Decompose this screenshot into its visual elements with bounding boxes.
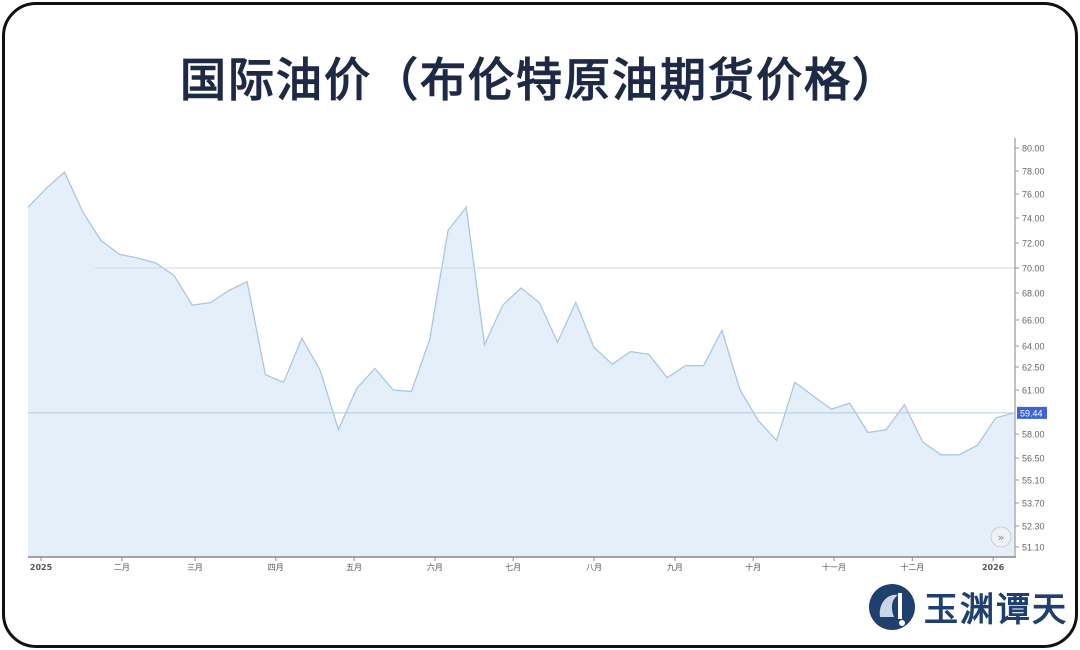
x-tick-label: 九月 xyxy=(667,563,683,572)
y-tick-label: 76.00 xyxy=(1022,190,1045,200)
x-tick-label: 十月 xyxy=(745,562,761,572)
y-tick-label: 61.00 xyxy=(1022,386,1045,396)
x-tick-label: 五月 xyxy=(346,563,362,572)
x-tick-label: 七月 xyxy=(505,563,521,572)
x-tick-label: 二月 xyxy=(114,563,130,572)
scroll-forward-button[interactable] xyxy=(990,526,1012,548)
x-tick-label: 八月 xyxy=(586,563,602,572)
logo: 玉渊谭天 xyxy=(868,582,1068,631)
y-tick-label: 64.00 xyxy=(1022,342,1045,352)
y-tick-label: 56.50 xyxy=(1022,454,1045,464)
x-tick-label: 十一月 xyxy=(822,562,846,572)
y-tick-label: 78.00 xyxy=(1022,167,1045,177)
y-tick-label: 58.00 xyxy=(1022,430,1045,440)
x-tick-label: 2025 xyxy=(30,563,53,572)
x-tick-label: 三月 xyxy=(187,563,203,572)
y-tick-label: 55.10 xyxy=(1022,476,1045,486)
x-tick-label: 2026 xyxy=(982,563,1005,572)
y-tick-label: 53.70 xyxy=(1022,499,1045,509)
y-tick-label: 66.00 xyxy=(1022,316,1045,326)
logo-text: 玉渊谭天 xyxy=(924,590,1068,630)
y-tick-label: 51.10 xyxy=(1022,543,1045,553)
page-title: 国际油价（布伦特原油期货价格） xyxy=(180,53,900,107)
last-price-badge xyxy=(1017,406,1047,419)
y-tick-label: 70.00 xyxy=(1022,264,1045,274)
x-tick-label: 十二月 xyxy=(900,562,924,572)
y-tick-label: 74.00 xyxy=(1022,214,1045,224)
y-tick-label: 68.00 xyxy=(1022,289,1045,299)
y-tick-label: 72.00 xyxy=(1022,239,1045,249)
last-price-label: 59.44 xyxy=(1020,408,1043,418)
y-tick-label: 52.30 xyxy=(1022,522,1045,532)
y-tick-label: 80.00 xyxy=(1022,144,1045,154)
price-area xyxy=(28,172,1014,557)
double-chevron-right-icon: » xyxy=(998,531,1005,544)
logo-emblem-icon xyxy=(869,583,915,630)
x-tick-label: 六月 xyxy=(427,562,443,572)
x-tick-label: 四月 xyxy=(268,563,284,572)
y-tick-label: 62.50 xyxy=(1022,363,1045,373)
